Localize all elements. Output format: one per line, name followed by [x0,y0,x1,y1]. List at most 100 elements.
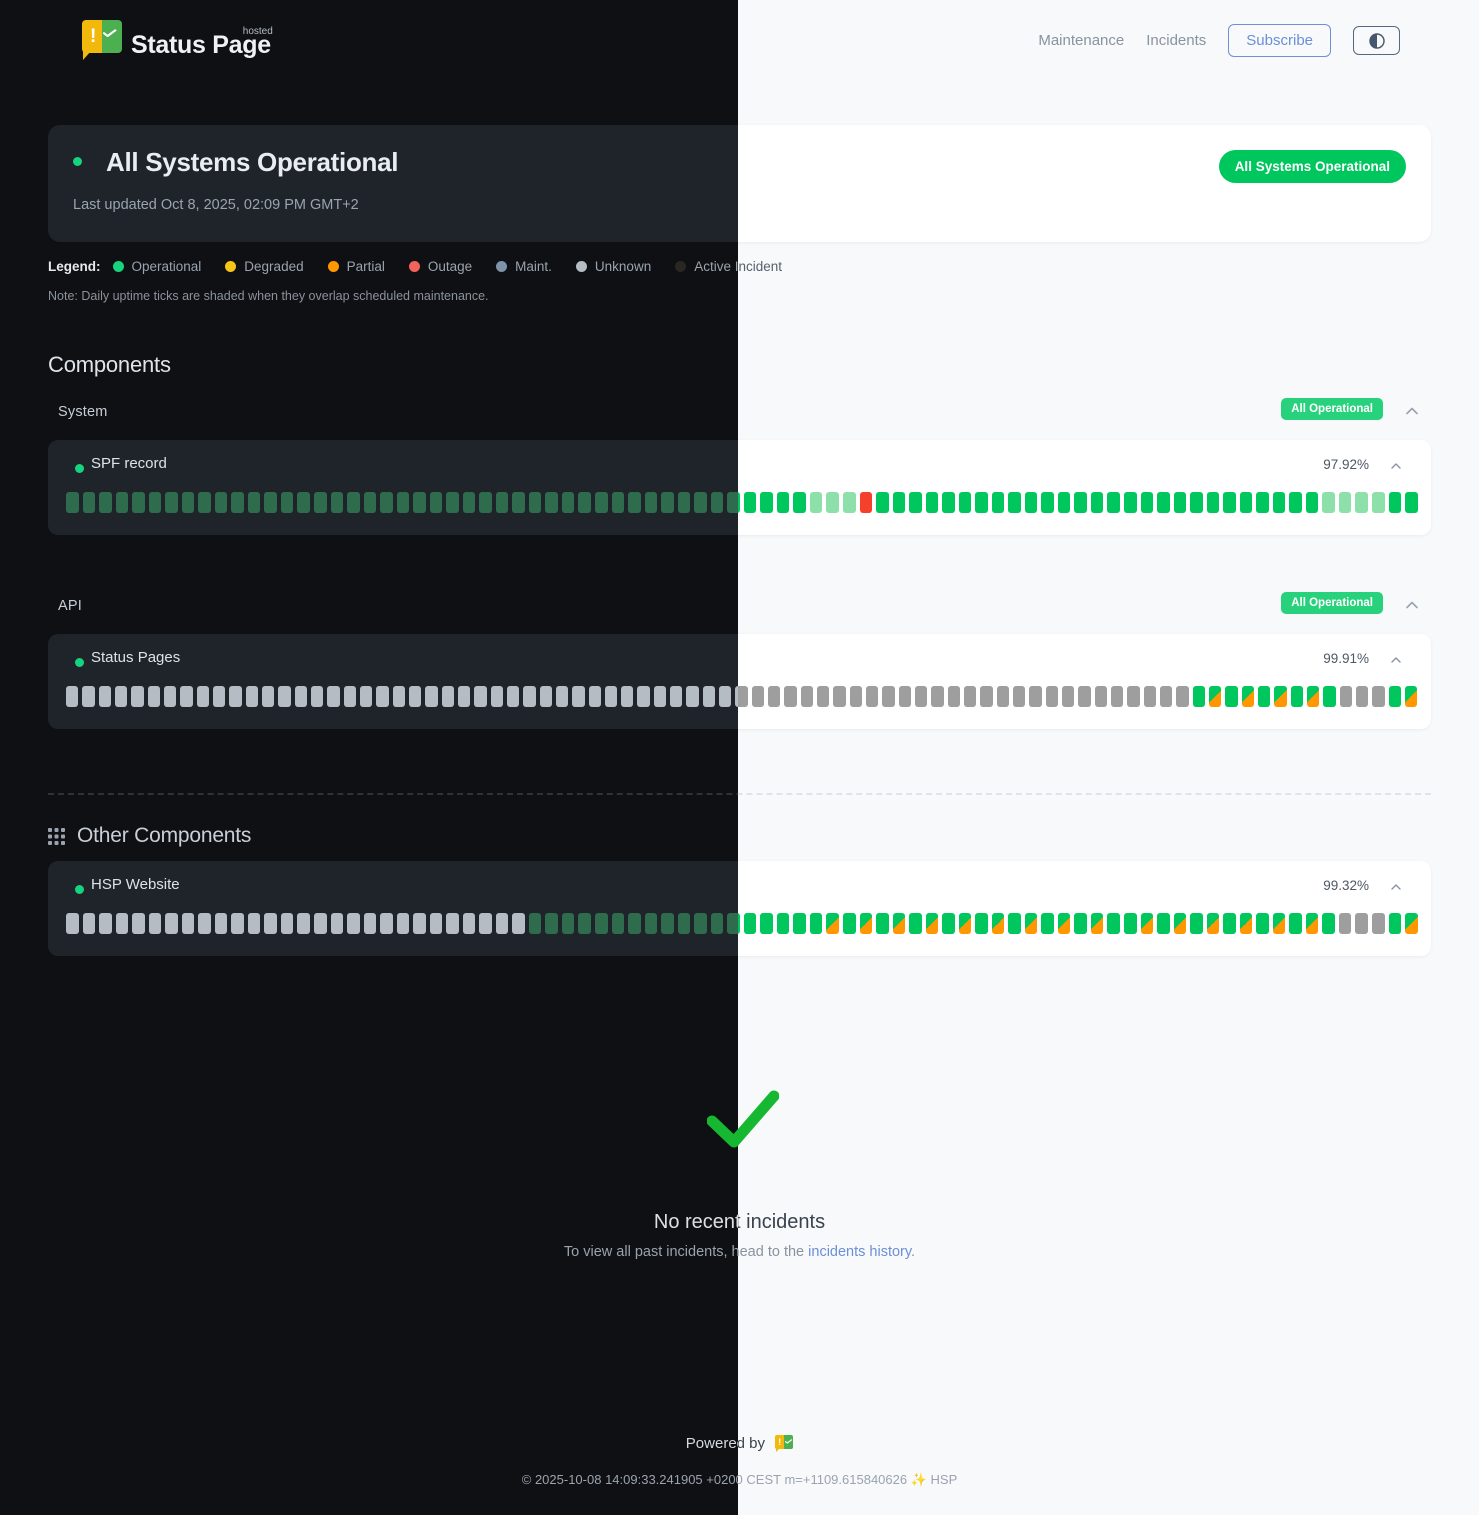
uptime-tick[interactable] [396,492,410,513]
uptime-tick[interactable] [1322,913,1335,934]
uptime-tick[interactable] [621,686,634,707]
uptime-tick[interactable] [214,913,228,934]
uptime-tick[interactable] [1124,492,1137,513]
uptime-tick[interactable] [1140,492,1154,513]
uptime-tick[interactable] [198,492,211,513]
uptime-tick[interactable] [1045,686,1059,707]
nav-maintenance[interactable]: Maintenance [1038,32,1125,49]
uptime-tick[interactable] [247,913,261,934]
uptime-tick[interactable] [99,913,112,934]
uptime-tick[interactable] [462,492,476,513]
uptime-tick[interactable] [859,913,873,934]
uptime-tick[interactable] [595,492,608,513]
uptime-tick[interactable] [1223,913,1236,934]
uptime-tick[interactable] [1256,913,1269,934]
uptime-tick[interactable] [1157,913,1170,934]
uptime-tick[interactable] [148,913,162,934]
uptime-tick[interactable] [1078,686,1091,707]
uptime-tick[interactable] [1355,492,1368,513]
uptime-tick[interactable] [817,686,830,707]
uptime-tick[interactable] [1157,492,1170,513]
uptime-tick[interactable] [495,913,509,934]
uptime-tick[interactable] [793,913,806,934]
uptime-tick[interactable] [446,913,459,934]
uptime-tick[interactable] [628,492,641,513]
nav-incidents[interactable]: Incidents [1146,32,1207,49]
uptime-tick[interactable] [1090,492,1104,513]
uptime-tick[interactable] [964,686,977,707]
chevron-up-icon[interactable] [1389,880,1403,894]
uptime-tick[interactable] [343,686,356,707]
uptime-tick[interactable] [1225,686,1238,707]
uptime-tick[interactable] [644,913,658,934]
uptime-tick[interactable] [849,686,863,707]
uptime-tick[interactable] [231,492,244,513]
uptime-tick[interactable] [231,913,244,934]
uptime-tick[interactable] [702,686,716,707]
uptime-tick[interactable] [738,913,740,934]
uptime-tick[interactable] [1111,686,1124,707]
chevron-up-icon[interactable] [1403,596,1421,614]
uptime-tick[interactable] [595,913,608,934]
uptime-tick[interactable] [181,913,195,934]
overall-status-badge[interactable]: All Systems Operational [1218,150,1406,183]
uptime-tick[interactable] [1094,686,1107,707]
uptime-tick[interactable] [1272,913,1286,934]
uptime-tick[interactable] [611,913,625,934]
uptime-tick[interactable] [1338,492,1352,513]
uptime-tick[interactable] [1190,913,1203,934]
uptime-tick[interactable] [330,492,344,513]
uptime-tick[interactable] [1388,492,1402,513]
uptime-tick[interactable] [892,492,906,513]
uptime-tick[interactable] [1322,492,1335,513]
uptime-tick[interactable] [115,492,129,513]
uptime-tick[interactable] [1192,686,1205,707]
uptime-tick[interactable] [66,913,79,934]
uptime-tick[interactable] [82,686,95,707]
uptime-tick[interactable] [826,492,839,513]
uptime-tick[interactable] [793,492,806,513]
uptime-tick[interactable] [180,686,193,707]
uptime-tick[interactable] [278,686,291,707]
uptime-tick[interactable] [898,686,912,707]
uptime-tick[interactable] [132,913,145,934]
uptime-tick[interactable] [1206,492,1220,513]
uptime-tick[interactable] [1272,492,1286,513]
uptime-tick[interactable] [1371,913,1385,934]
uptime-tick[interactable] [1024,492,1038,513]
uptime-tick[interactable] [376,686,389,707]
uptime-tick[interactable] [1338,913,1352,934]
uptime-tick[interactable] [1305,492,1319,513]
uptime-tick[interactable] [628,913,641,934]
logo[interactable]: ! Status Page hosted [82,20,273,60]
uptime-tick[interactable] [363,492,377,513]
uptime-tick[interactable] [479,492,492,513]
uptime-tick[interactable] [429,492,443,513]
uptime-tick[interactable] [396,913,410,934]
uptime-tick[interactable] [738,686,748,707]
uptime-tick[interactable] [882,686,895,707]
uptime-tick[interactable] [462,913,476,934]
uptime-tick[interactable] [165,913,178,934]
uptime-tick[interactable] [261,686,275,707]
uptime-tick[interactable] [776,492,790,513]
uptime-tick[interactable] [1206,913,1220,934]
uptime-tick[interactable] [1290,686,1303,707]
uptime-tick[interactable] [876,492,889,513]
uptime-tick[interactable] [264,913,277,934]
uptime-tick[interactable] [114,686,128,707]
uptime-tick[interactable] [677,492,691,513]
uptime-tick[interactable] [99,492,112,513]
uptime-tick[interactable] [578,492,591,513]
uptime-tick[interactable] [1062,686,1075,707]
uptime-tick[interactable] [942,492,955,513]
uptime-tick[interactable] [572,686,585,707]
uptime-tick[interactable] [925,913,939,934]
uptime-tick[interactable] [1405,913,1418,934]
uptime-tick[interactable] [670,686,683,707]
uptime-tick[interactable] [523,686,536,707]
uptime-tick[interactable] [264,492,277,513]
uptime-tick[interactable] [710,492,724,513]
uptime-tick[interactable] [915,686,928,707]
uptime-tick[interactable] [512,913,525,934]
